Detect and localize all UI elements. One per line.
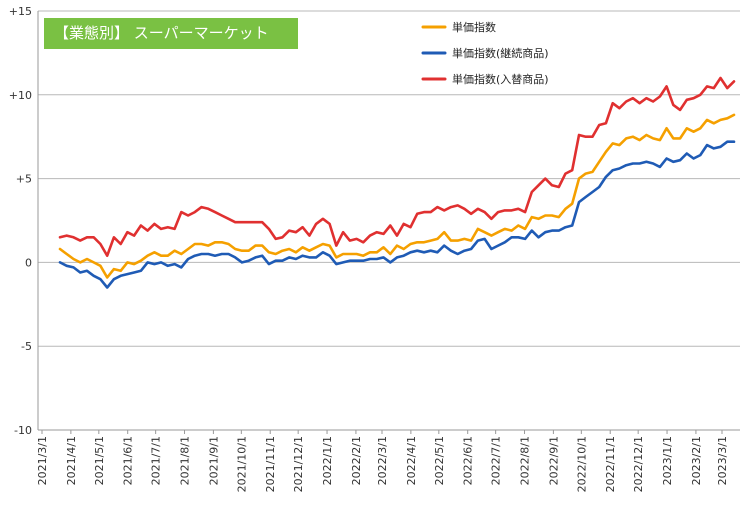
x-tick-label: 2021/6/1 [122,436,135,485]
y-tick-label: +5 [16,173,32,186]
x-tick-label: 2021/10/1 [235,436,248,492]
x-tick-label: 2021/11/1 [264,436,277,492]
x-tick-label: 2022/7/1 [490,436,503,485]
y-tick-label: -10 [14,424,32,437]
x-tick-label: 2022/2/1 [350,436,363,485]
x-tick-label: 2023/3/1 [716,436,729,485]
x-tick-label: 2021/5/1 [93,436,106,485]
legend-label-1: 単価指数(継続商品) [452,46,549,60]
x-tick-label: 2022/4/1 [405,436,418,485]
series-line-0 [58,113,736,279]
x-tick-label: 2022/6/1 [462,436,475,485]
y-tick-label: -5 [21,340,32,353]
x-tick-label: 2022/11/1 [604,436,617,492]
x-tick-label: 2023/2/1 [690,436,703,485]
y-tick-label: +10 [9,89,32,102]
x-tick-label: 2022/1/1 [321,436,334,485]
y-tick-label: 0 [25,256,32,269]
series-line-1 [58,140,736,289]
x-tick-label: 2021/9/1 [207,436,220,485]
legend-label-0: 単価指数 [452,20,496,34]
series-line-2 [58,76,736,257]
x-tick-label: 2022/3/1 [376,436,389,485]
legend-label-2: 単価指数(入替商品) [452,72,549,86]
x-tick-label: 2022/8/1 [519,436,532,485]
x-tick-label: 2023/1/1 [661,436,674,485]
x-tick-label: 2022/5/1 [433,436,446,485]
x-tick-label: 2021/12/1 [292,436,305,492]
x-tick-label: 2022/12/1 [632,436,645,492]
x-tick-label: 2022/9/1 [547,436,560,485]
x-tick-label: 2021/8/1 [179,436,192,485]
y-tick-label: +15 [9,5,32,18]
x-tick-label: 2021/3/1 [36,436,49,485]
x-tick-label: 2021/4/1 [65,436,78,485]
x-tick-label: 2022/10/1 [575,436,588,492]
x-tick-label: 2021/7/1 [150,436,163,485]
chart-title: 【業態別】 スーパーマーケット [44,18,298,49]
